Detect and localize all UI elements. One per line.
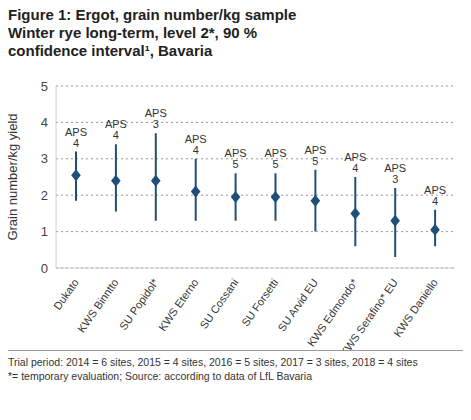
svg-text:KWS Binntto: KWS Binntto xyxy=(75,277,121,335)
svg-text:APS5: APS5 xyxy=(225,147,247,170)
svg-text:APS5: APS5 xyxy=(264,147,286,170)
svg-text:APS4: APS4 xyxy=(344,151,366,174)
svg-text:KWS Eterno: KWS Eterno xyxy=(156,277,201,333)
svg-text:KWS Edmondo*: KWS Edmondo* xyxy=(304,276,361,349)
html-text:*= temporary evaluation; Sourc: *= temporary evaluation; Source: accordi… xyxy=(8,370,312,382)
svg-text:SU Cossani: SU Cossani xyxy=(197,277,240,331)
html-text:Trial period: 2014 = 6 sites,: Trial period: 2014 = 6 sites, 2015 = 4 s… xyxy=(8,356,418,368)
svg-text:KWS Daniello: KWS Daniello xyxy=(391,277,440,339)
svg-text:SU Popidol*: SU Popidol* xyxy=(117,276,161,332)
svg-text:Dukato: Dukato xyxy=(51,277,81,312)
svg-text:Grain number/kg yield: Grain number/kg yield xyxy=(8,113,20,240)
svg-text:5: 5 xyxy=(41,79,48,94)
svg-text:2: 2 xyxy=(41,188,48,203)
html-text:Figure 1: Ergot, grain number/: Figure 1: Ergot, grain number/kg sample … xyxy=(8,6,297,59)
svg-text:APS4: APS4 xyxy=(105,118,127,141)
svg-text:APS4: APS4 xyxy=(65,126,87,149)
svg-text:SU Arvid EU: SU Arvid EU xyxy=(275,277,320,334)
svg-text:APS4: APS4 xyxy=(185,133,207,156)
svg-text:4: 4 xyxy=(41,115,48,130)
svg-text:APS5: APS5 xyxy=(304,144,326,167)
svg-text:0: 0 xyxy=(41,261,48,276)
svg-text:1: 1 xyxy=(41,224,48,239)
svg-text:APS3: APS3 xyxy=(145,107,167,130)
svg-text:APS3: APS3 xyxy=(384,162,406,185)
svg-text:KWS Serafino* EU: KWS Serafino* EU xyxy=(338,277,400,350)
svg-text:SU Forsetti: SU Forsetti xyxy=(239,277,280,329)
svg-text:3: 3 xyxy=(41,151,48,166)
svg-text:APS4: APS4 xyxy=(424,184,446,207)
